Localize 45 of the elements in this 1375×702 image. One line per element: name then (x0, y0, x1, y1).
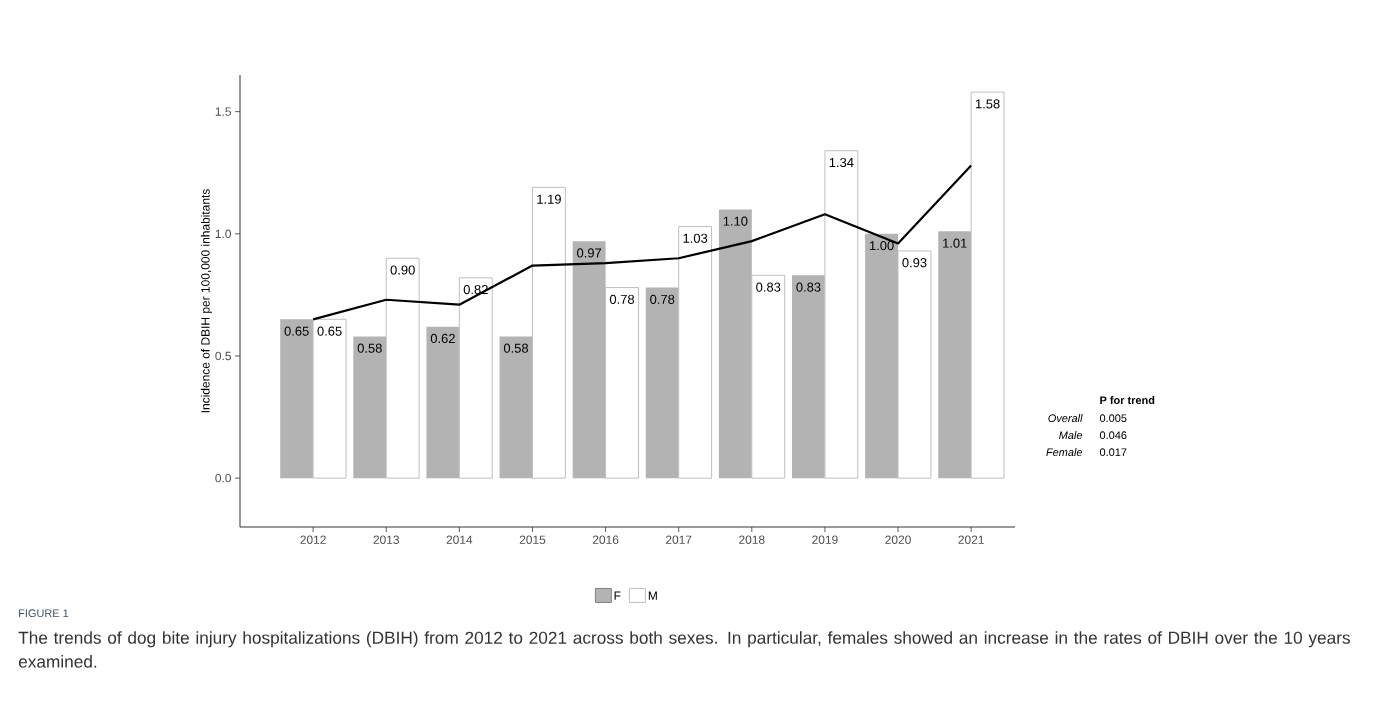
data-label: 0.78 (650, 294, 675, 304)
y-axis-title: Incidence of DBIH per 100,000 inhabitants (200, 189, 213, 413)
data-label: 0.93 (902, 258, 927, 268)
data-label: 1.10 (723, 216, 748, 226)
text: Male (1059, 431, 1083, 440)
text: 0.046 (1099, 431, 1127, 440)
x-tick-label: 2016 (592, 535, 619, 544)
legend-label: M (648, 591, 657, 600)
data-label: 0.90 (390, 265, 415, 275)
data-label: 0.65 (317, 326, 342, 336)
data-label: 0.83 (756, 282, 781, 292)
data-label: 0.83 (796, 282, 821, 292)
x-tick-label: 2013 (373, 535, 399, 544)
data-label: 1.19 (537, 194, 561, 204)
data-label: 1.00 (869, 241, 894, 251)
y-tick-label: 1.5 (215, 107, 231, 116)
x-tick-label: 2020 (885, 535, 911, 544)
text: Overall (1048, 414, 1083, 423)
x-tick-label: 2015 (519, 535, 546, 544)
data-label: 1.34 (829, 157, 854, 168)
text: Female (1046, 448, 1083, 457)
data-label: 0.62 (430, 333, 455, 344)
x-tick-label: 2014 (446, 535, 473, 544)
data-label: 1.01 (943, 238, 967, 248)
data-label: 1.03 (683, 233, 708, 243)
data-label: 0.97 (577, 248, 602, 258)
data-label: 1.58 (975, 99, 1000, 109)
x-tick-label: 2021 (958, 535, 984, 544)
x-tick-label: 2012 (300, 535, 326, 544)
data-label: 0.65 (284, 326, 309, 336)
caption: FIGURE 1 (19, 609, 69, 618)
data-label: 0.58 (503, 343, 529, 353)
legend-label: F (614, 591, 621, 600)
x-tick-label: 2018 (739, 535, 765, 544)
text: 0.017 (1099, 448, 1127, 457)
text: The trends of dog bite injury hospitalizations (DBIH) from 2012 to 2021 across both sexes. In particular, females showed an increase in the rates of DBIH over the 10 years examined. (18, 631, 1350, 668)
data-label: 0.58 (357, 343, 382, 353)
x-tick-label: 2017 (665, 535, 692, 544)
text: P for trend (1100, 396, 1155, 405)
text: 0.005 (1099, 414, 1127, 423)
y-tick-label: 0.0 (215, 473, 232, 483)
y-tick-label: 1.0 (215, 229, 232, 239)
y-tick-label: 0.5 (215, 351, 231, 361)
data-label: 0.78 (609, 294, 635, 304)
x-tick-label: 2019 (812, 535, 838, 544)
